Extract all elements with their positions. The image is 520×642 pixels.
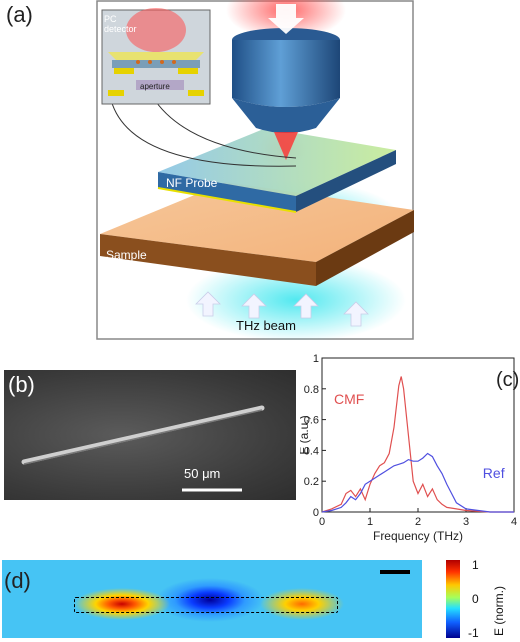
x-tick-label: 2 [415,516,421,528]
series-label-cmf: CMF [334,391,364,407]
panel-b-sem: (b) 50 μm [4,370,296,500]
x-tick-label: 4 [511,516,517,528]
y-axis-title: E (a.u.) [300,415,311,454]
series-line-cmf [321,376,514,513]
y-tick-label: 0.8 [304,384,319,396]
scale-bar-label: 50 μm [184,466,221,481]
colorbar-tick-mid: 0 [472,592,479,606]
nanowire-outline [74,597,338,613]
nanowire [21,405,265,492]
colorbar-tick-bottom: -1 [468,626,479,640]
y-tick-label: 0.4 [304,445,319,457]
sample-label: Sample [106,248,147,262]
x-tick-label: 3 [463,516,469,528]
series-line-ref [321,452,514,513]
field-map-scale-bar [380,570,410,574]
panel-a-label: (a) [6,2,33,27]
colorbar-title: E (norm.) [492,585,506,636]
inset-title: PC detector [104,14,137,34]
x-axis-title: Frequency (THz) [373,529,463,543]
panel-c-label: (c) [496,369,519,391]
panel-a-schematic [96,0,414,340]
x-tick-label: 0 [319,516,325,528]
probe-label: NF Probe [166,176,218,190]
y-tick-label: 0.2 [304,476,319,488]
series-label-ref: Ref [483,465,505,481]
y-tick-label: 0 [313,507,319,519]
panel-d-label: (d) [4,568,31,593]
colorbar-tick-top: 1 [472,558,479,572]
y-tick-label: 1 [313,353,319,365]
colorbar [446,560,460,638]
beam-label: THz beam [236,318,296,333]
field-map [2,560,422,638]
y-tick-label: 0.6 [304,415,319,427]
aperture-label: aperture [140,82,170,91]
plot-frame [321,357,515,513]
x-tick-label: 1 [367,516,373,528]
panel-b-label: (b) [8,372,35,397]
